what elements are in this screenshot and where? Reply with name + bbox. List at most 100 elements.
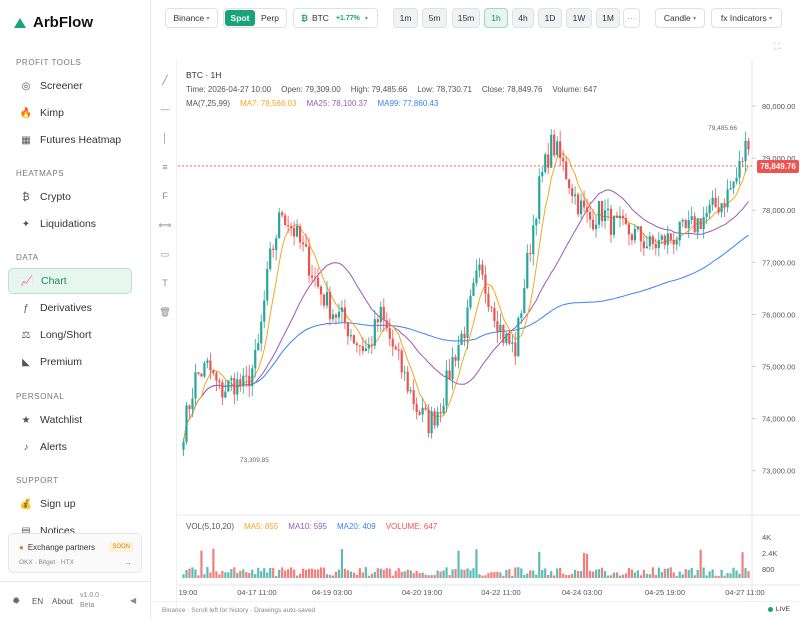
volume-bar <box>478 574 481 578</box>
fullscreen-icon[interactable]: ⛶ <box>774 41 781 51</box>
sidebar-item-chart[interactable]: 📈 Chart <box>8 268 132 294</box>
chevron-down-icon: ▾ <box>769 15 773 22</box>
volume-bar <box>224 572 227 578</box>
price-chart[interactable]: 80,000.00 79,000.00 78,000.00 77,000.00 76,0… <box>152 60 800 601</box>
interval-1m[interactable]: 1m <box>393 8 418 28</box>
volume-bar <box>281 567 284 578</box>
sidebar-item-kimp[interactable]: 🔥 Kimp <box>8 100 132 126</box>
interval-15m[interactable]: 15m <box>452 8 480 28</box>
sidebar-item-liquidations[interactable]: ✦ Liquidations <box>8 211 132 237</box>
volume-bar <box>565 574 568 578</box>
about-link[interactable]: About <box>52 597 73 606</box>
volume-bar <box>672 572 675 578</box>
interval-1D[interactable]: 1D <box>538 8 562 28</box>
candle-body <box>684 220 687 229</box>
spot-button[interactable]: Spot <box>225 10 255 26</box>
volume-bar <box>233 567 236 578</box>
volume-bar <box>391 575 394 578</box>
trendline-icon[interactable]: ╱ <box>162 75 168 85</box>
candle-body <box>215 372 218 381</box>
exchange-select[interactable]: Binance ▾ <box>165 8 218 28</box>
candle-body <box>275 238 278 250</box>
volume-bar <box>448 575 451 578</box>
sidebar-item-screener[interactable]: ◎ Screener <box>8 73 132 99</box>
volume-bar <box>741 552 744 578</box>
candle-body <box>714 197 717 208</box>
trash-icon[interactable]: 🗑 <box>159 307 171 317</box>
sidebar-item-premium[interactable]: ◣ Premium <box>8 349 132 375</box>
candle-body <box>624 218 628 225</box>
interval-4h[interactable]: 4h <box>512 8 534 28</box>
more-intervals-button[interactable]: ··· <box>623 8 640 28</box>
text-tool-icon[interactable]: T <box>162 278 168 288</box>
symbol-select[interactable]: ₿ BTC +1.77% ▾ <box>293 8 378 28</box>
candle-body <box>687 219 690 229</box>
candle-body <box>188 405 191 410</box>
volume-tick-label: 4K <box>762 533 771 542</box>
volume-bar <box>535 574 538 578</box>
candle-body <box>278 212 281 239</box>
candle-body <box>559 141 562 159</box>
parallel-lines-icon[interactable]: ≡ <box>162 162 168 172</box>
chart-title: BTC · 1H <box>186 70 222 80</box>
interval-5m[interactable]: 5m <box>422 8 447 28</box>
candle-body <box>726 189 729 208</box>
rectangle-icon[interactable]: ▭ <box>160 249 170 259</box>
volume-bar <box>203 574 206 578</box>
sidebar-item-crypto[interactable]: ₿ Crypto <box>8 184 132 210</box>
ohlc-low: Low: 78,730.71 <box>417 85 472 94</box>
interval-1W[interactable]: 1W <box>566 8 592 28</box>
volume-bar <box>633 572 636 578</box>
spark-icon: ✦ <box>21 218 31 230</box>
sidebar-item-long-short[interactable]: ⚖ Long/Short <box>8 322 132 348</box>
candle-body <box>233 378 236 395</box>
candle-body <box>460 333 463 345</box>
volume-bar <box>293 569 296 578</box>
indicators-button[interactable]: fx Indicators ▾ <box>711 8 782 28</box>
sidebar-item-watchlist[interactable]: ★ Watchlist <box>8 407 132 433</box>
chart-type-select[interactable]: Candle ▾ <box>655 8 705 28</box>
fibonacci-icon[interactable]: F <box>162 191 168 201</box>
candle-body <box>517 317 520 357</box>
candle-body <box>508 333 511 344</box>
time-tick-label: 04-20 19:00 <box>402 588 442 597</box>
volume-bar <box>588 570 592 578</box>
volume-bar <box>538 551 541 578</box>
candle-body <box>484 274 487 294</box>
language-button[interactable]: EN <box>32 597 44 606</box>
sidebar-item-sign-up[interactable]: 💰 Sign up <box>8 491 132 517</box>
volume-bar <box>654 574 657 578</box>
candle-body <box>442 405 445 414</box>
volume-bar <box>331 575 335 578</box>
perp-button[interactable]: Perp <box>261 13 279 23</box>
volume-bar <box>496 571 499 578</box>
ruler-icon[interactable]: ⟺ <box>158 220 172 230</box>
candle-body <box>236 379 239 395</box>
candle-body <box>544 154 547 172</box>
volume-bar <box>699 549 702 578</box>
volume-bar <box>621 574 625 578</box>
exchange-partners-card[interactable]: ● Exchange partners SOON OKX · Bitget · H… <box>8 533 142 573</box>
sidebar-item-futures-heatmap[interactable]: ▦ Futures Heatmap <box>8 127 132 153</box>
candle-body <box>505 333 508 343</box>
ma25-value: MA25: 78,100.37 <box>306 99 368 108</box>
app-logo[interactable]: ArbFlow <box>14 14 93 31</box>
candle-body <box>463 333 466 339</box>
vertical-line-icon[interactable]: │ <box>162 133 168 143</box>
candle-body <box>565 161 568 180</box>
candle-body <box>672 239 675 245</box>
horizontal-line-icon[interactable]: — <box>160 104 170 114</box>
candle-body <box>597 201 601 225</box>
interval-1h[interactable]: 1h <box>484 8 508 28</box>
sidebar-item-alerts[interactable]: ♪ Alerts <box>8 434 132 460</box>
collapse-sidebar-icon[interactable]: ◀ <box>130 596 137 605</box>
volume-bar <box>215 571 218 578</box>
candle-body <box>594 224 598 230</box>
candle-body <box>397 349 400 351</box>
theme-toggle-icon[interactable]: ✹ <box>12 596 21 607</box>
interval-1M[interactable]: 1M <box>596 8 620 28</box>
sidebar-footer: ✹ EN About v1.0.0 · Beta ◀ <box>0 581 151 619</box>
volume-bar <box>319 567 323 578</box>
sidebar-item-derivatives[interactable]: ƒ Derivatives <box>8 295 132 321</box>
sidebar: ArbFlow PROFIT TOOLS ◎ Screener 🔥 Kimp ▦ Futur… <box>0 0 151 619</box>
